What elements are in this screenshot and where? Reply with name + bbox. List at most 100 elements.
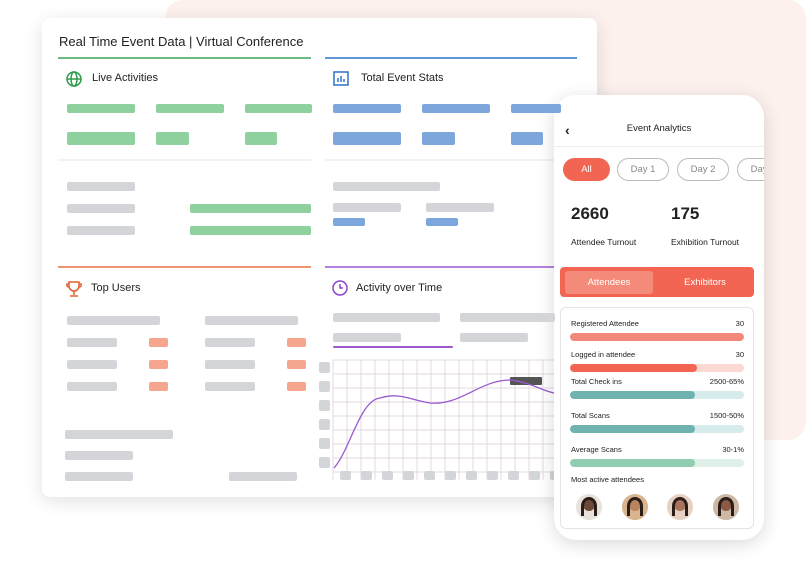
placeholder-bar <box>460 313 555 322</box>
axis-placeholder <box>361 471 372 480</box>
progress-track <box>570 391 744 399</box>
metric-value: 1500-50% <box>709 411 744 420</box>
placeholder-bar <box>422 104 490 113</box>
placeholder-bar <box>333 203 401 212</box>
placeholder-bar <box>67 360 117 369</box>
placeholder-bar <box>333 132 401 145</box>
panel-title: Live Activities <box>92 72 159 84</box>
metric-name: Total Scans <box>571 411 610 420</box>
dashboard-card <box>42 18 597 497</box>
placeholder-bar <box>287 338 306 347</box>
avatar-face <box>629 499 641 511</box>
tab[interactable]: Day 2 <box>677 158 729 181</box>
placeholder-bar <box>190 204 311 213</box>
metrics-card <box>560 307 754 529</box>
tab[interactable]: Day 3 <box>737 158 764 181</box>
clock-icon <box>339 284 343 289</box>
toggle-option[interactable]: Exhibitors <box>684 277 726 288</box>
placeholder-bar <box>149 360 168 369</box>
placeholder-bar <box>65 430 173 439</box>
placeholder-bar <box>156 104 224 113</box>
dashboard-title: Real Time Event Data | Virtual Conferenc… <box>59 34 304 49</box>
progress-fill <box>570 364 698 372</box>
placeholder-bar <box>205 338 255 347</box>
clock-icon <box>332 280 348 296</box>
progress-fill <box>570 425 696 433</box>
placeholder-bar <box>67 382 117 391</box>
metric-name: Average Scans <box>571 445 622 454</box>
progress-track <box>570 425 744 433</box>
axis-placeholder <box>319 400 330 411</box>
tab[interactable]: All <box>563 158 610 181</box>
placeholder-bar <box>245 132 277 145</box>
phone: ‹ Event Analytics All Day 1 Day 2 Day 3 … <box>554 95 764 540</box>
phone-title: Event Analytics <box>626 123 692 134</box>
avatar-hair <box>627 497 643 516</box>
progress-track <box>570 333 744 341</box>
placeholder-bar <box>287 382 306 391</box>
avatar-hair <box>672 497 688 516</box>
placeholder-bar <box>511 132 543 145</box>
activity-curve <box>333 379 555 469</box>
back-button[interactable]: ‹ <box>565 122 570 138</box>
metric-value: 30 <box>735 319 744 328</box>
panel-title: Total Event Stats <box>361 72 444 84</box>
placeholder-bar <box>426 203 494 212</box>
placeholder-bar <box>67 104 135 113</box>
chart-marker <box>510 377 542 385</box>
placeholder-bar <box>67 316 160 325</box>
avatar-face <box>583 499 595 511</box>
placeholder-bar <box>460 333 528 342</box>
axis-placeholder <box>319 381 330 392</box>
placeholder-bar <box>511 104 561 113</box>
metric-name: Registered Attendee <box>571 319 639 328</box>
metric-name: Logged in attendee <box>571 350 636 359</box>
stat-value: 2660 <box>571 204 609 223</box>
placeholder-bar <box>65 472 133 481</box>
avatars <box>574 492 741 520</box>
progress-fill <box>570 391 696 399</box>
axis-placeholder <box>382 471 393 480</box>
stat-value: 175 <box>671 204 700 223</box>
placeholder-bar <box>333 104 401 113</box>
trophy-icon <box>65 281 83 297</box>
tab[interactable]: Day 1 <box>617 158 669 181</box>
placeholder-bar <box>426 218 458 226</box>
toggle-option[interactable]: Attendees <box>565 271 653 294</box>
metric-value: 30-1% <box>722 445 744 454</box>
stats-icon <box>333 71 349 86</box>
axis-placeholder <box>319 438 330 449</box>
placeholder-bar <box>205 360 255 369</box>
placeholder-bar <box>67 132 135 145</box>
avatar-hair <box>718 497 734 516</box>
placeholder-bar <box>229 472 297 481</box>
placeholder-bar <box>67 204 135 213</box>
placeholder-bar <box>333 218 365 226</box>
axis-placeholder <box>340 471 351 480</box>
avatar-face <box>720 499 732 511</box>
placeholder-bar <box>67 182 135 191</box>
panel-title: Activity over Time <box>356 282 443 294</box>
placeholder-bar <box>65 451 133 460</box>
axis-placeholder <box>508 471 519 480</box>
placeholder-bar <box>333 182 440 191</box>
placeholder-bar <box>333 313 440 322</box>
placeholder-bar <box>190 226 311 235</box>
axis-placeholder <box>529 471 540 480</box>
metric-value: 30 <box>735 350 744 359</box>
placeholder-bar <box>333 333 401 342</box>
axis-placeholder <box>319 362 330 373</box>
axis-placeholder <box>403 471 414 480</box>
axis-placeholder <box>466 471 477 480</box>
placeholder-bar <box>67 226 135 235</box>
stat-label: Attendee Turnout <box>571 237 637 247</box>
placeholder-bar <box>67 338 117 347</box>
progress-fill <box>570 333 744 341</box>
axis-placeholder <box>487 471 498 480</box>
axis-placeholder <box>445 471 456 480</box>
progress-fill <box>570 459 696 467</box>
metric-value: 2500-65% <box>709 377 744 386</box>
placeholder-bar <box>422 132 455 145</box>
